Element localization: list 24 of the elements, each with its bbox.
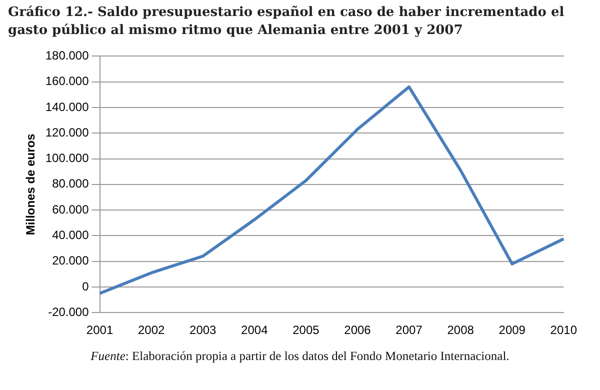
x-tick-label: 2007 <box>396 323 423 338</box>
x-tick-label: 2008 <box>447 323 474 338</box>
y-tick-label: 120.000 <box>45 125 90 140</box>
x-tick-label: 2009 <box>498 323 526 338</box>
y-axis-title: Millones de euros <box>24 133 38 236</box>
x-tick-label: 2001 <box>86 323 114 338</box>
x-tick-label: 2006 <box>344 323 372 338</box>
y-tick-label: 80.000 <box>52 176 90 191</box>
y-tick-label: 180.000 <box>45 48 90 63</box>
chart-title: Gráfico 12.- Saldo presupuestario español en caso de haber incrementado el gasto público al mismo ritmo que Alemania entre 2001 y 2007 <box>8 4 566 40</box>
y-tick-label: 160.000 <box>45 74 90 88</box>
x-tick-label: 2010 <box>550 323 578 338</box>
x-tick-label: 2004 <box>241 323 268 338</box>
y-tick-label: 140.000 <box>45 100 90 114</box>
y-tick-label: -20.000 <box>48 304 90 319</box>
y-tick-label: 60.000 <box>52 202 90 216</box>
y-tick-label: 40.000 <box>52 228 90 242</box>
source-note: Fuente: Elaboración propia a partir de los datos del Fondo Monetario Internacional. <box>90 349 510 364</box>
y-tick-label: 20.000 <box>52 254 90 268</box>
x-tick-label: 2005 <box>292 323 320 338</box>
x-tick-label: 2003 <box>190 323 217 338</box>
y-tick-label: 100.000 <box>45 151 90 166</box>
x-tick-label: 2002 <box>138 323 165 338</box>
y-tick-label: 0 <box>82 279 90 294</box>
